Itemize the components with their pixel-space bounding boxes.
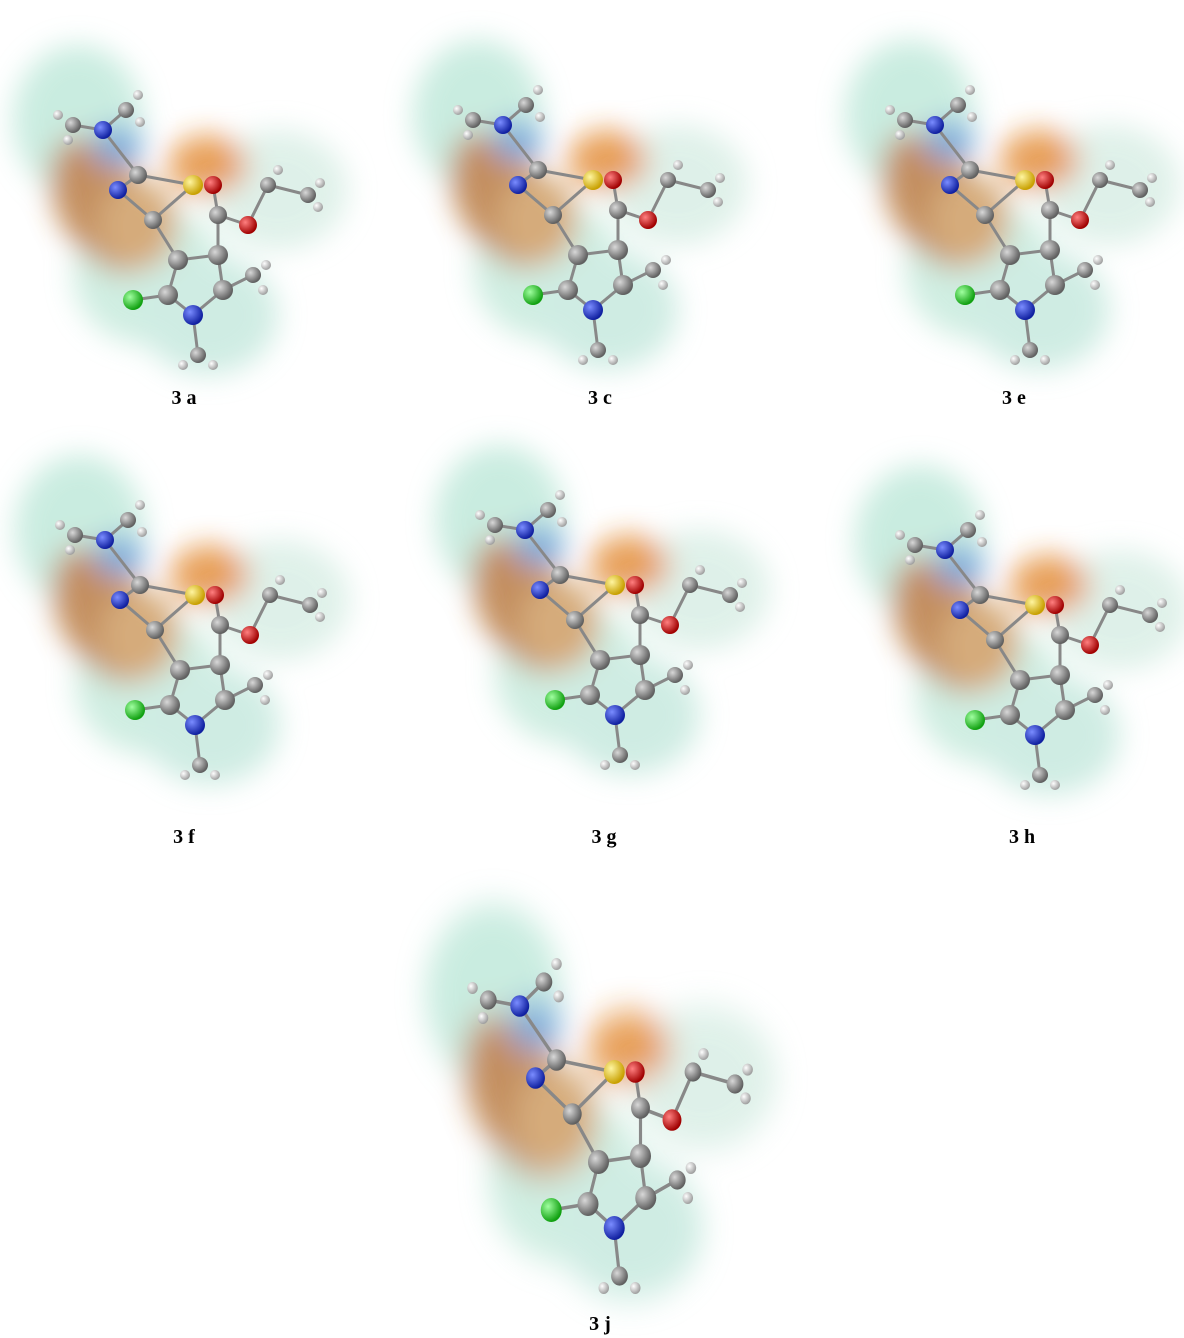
figure: 3 a 3 c 3 e 3 f 3 g 3 h 3 j bbox=[0, 0, 1184, 1338]
panel-label: 3 a bbox=[172, 387, 197, 409]
panel-label: 3 e bbox=[1002, 387, 1026, 409]
panel-label: 3 g bbox=[592, 826, 617, 848]
molecule-map bbox=[15, 455, 350, 785]
molecule-map bbox=[413, 40, 748, 370]
molecule-map bbox=[855, 465, 1184, 795]
molecule-map bbox=[845, 40, 1180, 370]
panel-label: 3 h bbox=[1009, 826, 1035, 848]
panel-label: 3 f bbox=[173, 826, 195, 848]
molecule-map bbox=[435, 445, 770, 775]
panel-label: 3 c bbox=[588, 387, 612, 409]
molecule-map bbox=[13, 45, 348, 375]
molecule-map bbox=[425, 904, 777, 1300]
panel-label: 3 j bbox=[589, 1313, 611, 1335]
